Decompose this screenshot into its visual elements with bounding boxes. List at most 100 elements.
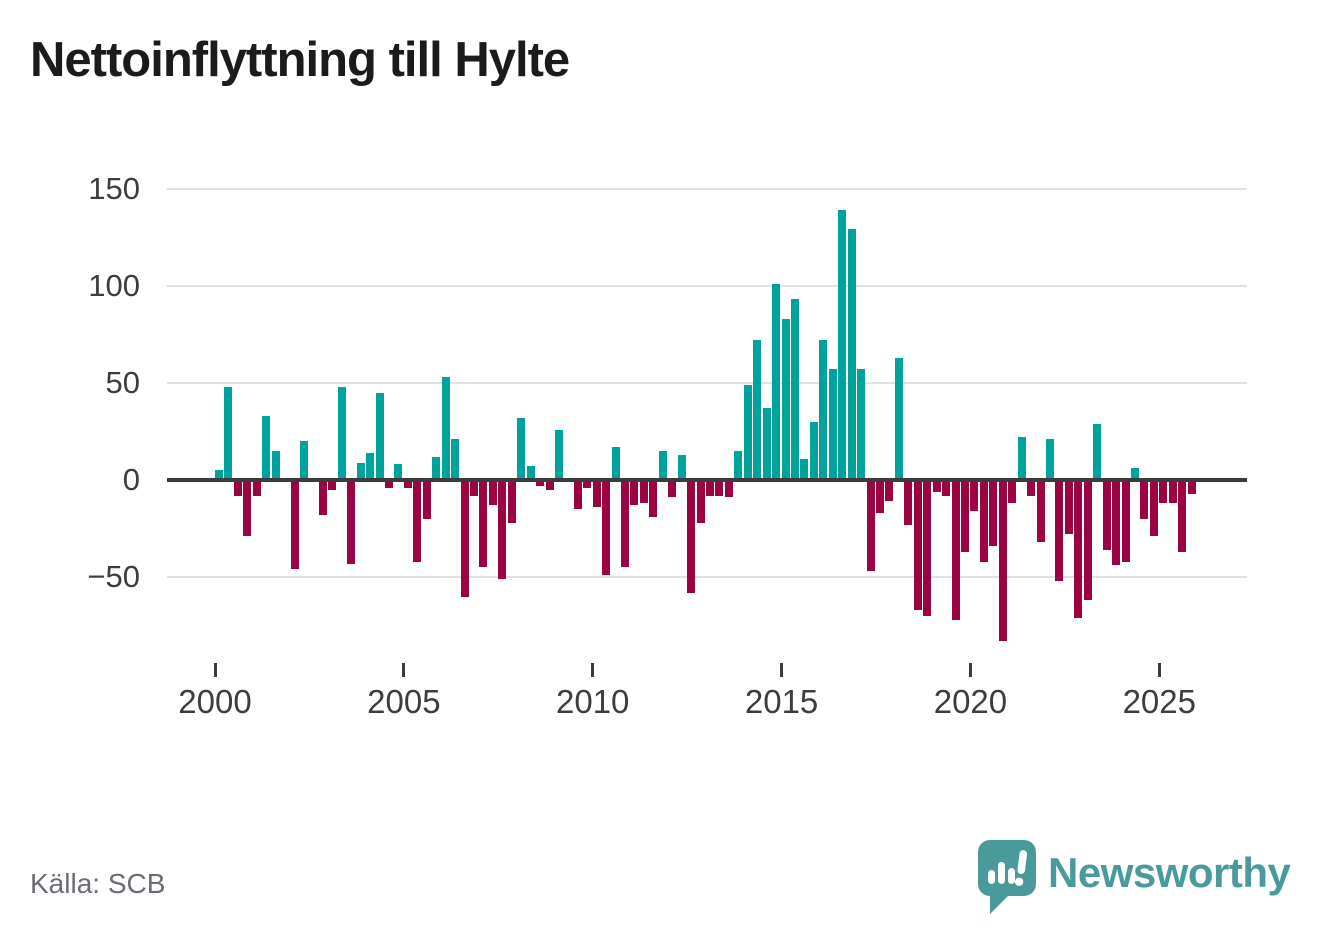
bar-2023-q3 bbox=[1102, 480, 1111, 550]
bar-2012-q2 bbox=[677, 454, 686, 480]
bar-2019-q2 bbox=[942, 480, 951, 496]
bar-2010-q2 bbox=[602, 480, 611, 576]
bar-2000-q3 bbox=[233, 480, 242, 496]
bar-2006-q2 bbox=[451, 439, 460, 480]
x-tick-label: 2025 bbox=[1122, 683, 1196, 720]
grid-line bbox=[167, 187, 1247, 190]
bar-2017-q4 bbox=[885, 480, 894, 502]
bar-2019-q3 bbox=[951, 480, 960, 620]
bar-2005-q1 bbox=[403, 480, 412, 488]
bar-2005-q3 bbox=[422, 480, 431, 519]
bar-2010-q3 bbox=[611, 446, 620, 480]
bar-2020-q1 bbox=[970, 480, 979, 512]
bar-2022-q1 bbox=[1045, 439, 1054, 480]
bar-2004-q3 bbox=[384, 480, 393, 488]
bar-2022-q3 bbox=[1064, 480, 1073, 535]
bar-2014-q3 bbox=[762, 408, 771, 480]
bar-2003-q2 bbox=[337, 386, 346, 480]
bar-2020-q2 bbox=[979, 480, 988, 562]
bar-2005-q4 bbox=[432, 456, 441, 480]
bar-2018-q1 bbox=[894, 357, 903, 480]
y-tick-label: 0 bbox=[122, 462, 140, 497]
bar-2009-q3 bbox=[573, 480, 582, 510]
x-tick bbox=[591, 663, 595, 677]
bar-2001-q3 bbox=[271, 450, 280, 480]
bar-2000-q2 bbox=[224, 386, 233, 480]
bar-2024-q1 bbox=[1121, 480, 1130, 562]
bar-2007-q4 bbox=[507, 480, 516, 523]
x-tick-label: 2010 bbox=[556, 683, 630, 720]
y-axis: 150 100 50 0 −50 bbox=[30, 171, 140, 660]
x-tick-label: 2015 bbox=[744, 683, 819, 720]
plot-area: 2000 2005 2010 2015 2020 2025 bbox=[167, 180, 1247, 725]
bar-2000-q4 bbox=[243, 480, 252, 537]
bar-2006-q4 bbox=[469, 480, 478, 496]
bar-2010-q4 bbox=[621, 480, 630, 568]
bar-2023-q2 bbox=[1093, 423, 1102, 480]
bar-2015-q3 bbox=[800, 458, 809, 480]
bar-2017-q2 bbox=[866, 480, 875, 572]
bar-2023-q1 bbox=[1083, 480, 1092, 601]
bar-2011-q4 bbox=[658, 450, 667, 480]
bar-2007-q2 bbox=[488, 480, 497, 506]
bar-2015-q2 bbox=[791, 299, 800, 480]
bar-2025-q4 bbox=[1187, 480, 1196, 494]
bar-2022-q4 bbox=[1074, 480, 1083, 618]
x-tick-label: 2020 bbox=[933, 683, 1008, 720]
bar-2020-q4 bbox=[998, 480, 1007, 642]
bar-2004-q1 bbox=[366, 452, 375, 480]
bar-2005-q2 bbox=[413, 480, 422, 562]
bar-2017-q3 bbox=[876, 480, 884, 513]
brand-footer: Newsworthy bbox=[978, 840, 1291, 918]
bar-2009-q1 bbox=[554, 429, 563, 480]
bar-2021-q3 bbox=[1027, 480, 1036, 496]
y-tick-label: 50 bbox=[105, 364, 140, 400]
bar-2014-q2 bbox=[753, 340, 762, 480]
bar-2008-q2 bbox=[526, 466, 535, 480]
chart-title: Nettoinflyttning till Hylte bbox=[30, 33, 570, 87]
bar-2019-q1 bbox=[932, 480, 941, 492]
bar-2012-q3 bbox=[687, 480, 696, 593]
bar-2010-q1 bbox=[592, 480, 601, 508]
bar-2014-q1 bbox=[743, 384, 752, 480]
y-tick-label: 100 bbox=[88, 267, 140, 303]
bar-2018-q4 bbox=[923, 480, 932, 616]
bar-2002-q1 bbox=[290, 480, 299, 570]
bar-2006-q1 bbox=[441, 377, 450, 480]
bar-2021-q4 bbox=[1036, 480, 1045, 543]
x-tick bbox=[402, 663, 406, 677]
bar-2011-q2 bbox=[639, 480, 648, 504]
bar-2020-q3 bbox=[989, 480, 998, 547]
bar-2009-q4 bbox=[583, 480, 592, 488]
bar-2004-q2 bbox=[375, 392, 384, 480]
x-tick bbox=[968, 663, 972, 677]
bar-2013-q2 bbox=[715, 480, 724, 496]
bar-2008-q3 bbox=[536, 480, 545, 486]
bar-2018-q2 bbox=[904, 480, 913, 525]
bar-2025-q1 bbox=[1159, 480, 1168, 504]
bar-2008-q4 bbox=[545, 480, 554, 490]
grid-line bbox=[167, 576, 1247, 579]
bar-2024-q4 bbox=[1149, 480, 1158, 537]
source-note: Källa: SCB bbox=[30, 868, 166, 899]
x-tick-label: 2000 bbox=[178, 683, 252, 720]
bar-2016-q4 bbox=[847, 229, 856, 480]
bar-2003-q4 bbox=[356, 462, 365, 480]
bar-2023-q4 bbox=[1112, 480, 1121, 566]
bar-2000-q1 bbox=[215, 470, 223, 480]
bar-2001-q2 bbox=[262, 415, 271, 480]
bar-2012-q4 bbox=[696, 480, 705, 523]
bar-2002-q4 bbox=[318, 480, 327, 515]
bar-2008-q1 bbox=[517, 417, 526, 480]
brand-name: Newsworthy bbox=[1048, 849, 1291, 896]
bar-2025-q3 bbox=[1178, 480, 1187, 552]
bar-2012-q1 bbox=[668, 480, 677, 498]
bar-2014-q4 bbox=[772, 283, 781, 480]
y-tick-label: −50 bbox=[87, 559, 140, 595]
bar-2007-q3 bbox=[498, 480, 507, 580]
bar-2001-q1 bbox=[252, 480, 261, 496]
bar-2011-q3 bbox=[649, 480, 658, 517]
bar-2018-q3 bbox=[913, 480, 922, 611]
zero-axis-line bbox=[167, 478, 1247, 482]
